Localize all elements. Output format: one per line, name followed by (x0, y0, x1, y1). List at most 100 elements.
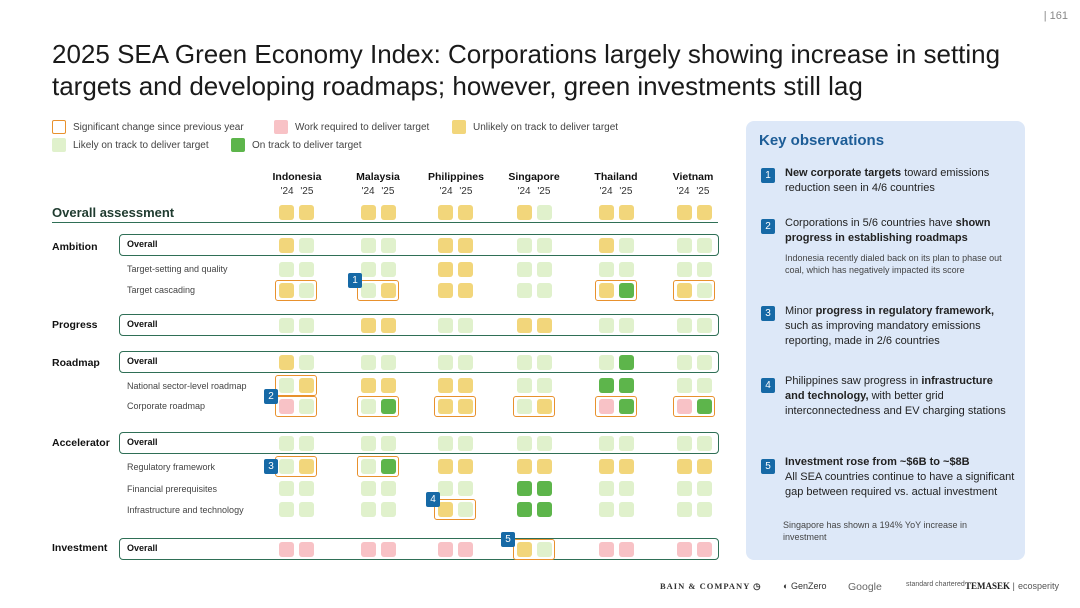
status-cell (361, 502, 376, 517)
status-cell (517, 238, 532, 253)
status-cell (697, 502, 712, 517)
status-cell (279, 355, 294, 370)
temasek-logo: TEMASEK | ecosperity (965, 581, 1060, 591)
status-cell (279, 238, 294, 253)
significant-change-highlight (434, 396, 476, 417)
status-cell (697, 238, 712, 253)
status-cell (279, 481, 294, 496)
status-cell (381, 205, 396, 220)
status-cell (537, 262, 552, 277)
status-cell (619, 436, 634, 451)
status-cell (517, 459, 532, 474)
status-cell (537, 238, 552, 253)
status-cell (361, 318, 376, 333)
status-cell (619, 459, 634, 474)
significant-change-highlight (357, 456, 399, 477)
observation-badge-1: 1 (761, 168, 775, 183)
status-cell (458, 502, 473, 517)
status-cell (517, 399, 532, 414)
status-cell (697, 283, 712, 298)
status-cell (517, 262, 532, 277)
legend-swatch-unlikely (452, 120, 466, 134)
observation-badge-4: 4 (761, 378, 775, 393)
callout-badge-2: 2 (264, 389, 278, 404)
status-cell (677, 436, 692, 451)
status-cell (299, 318, 314, 333)
status-cell (279, 378, 294, 393)
status-cell (361, 436, 376, 451)
status-cell (438, 436, 453, 451)
status-cell (299, 459, 314, 474)
page-number: | 161 (1043, 10, 1068, 22)
status-cell (677, 318, 692, 333)
category-roadmap: Roadmap (52, 357, 100, 369)
status-cell (517, 502, 532, 517)
status-cell (677, 542, 692, 557)
country-header-thailand: Thailand '24 '25 (576, 171, 656, 197)
sub-row-target-cascading: Target cascading (127, 285, 196, 295)
status-cell (537, 399, 552, 414)
status-cell (697, 459, 712, 474)
country-name: Vietnam (672, 171, 714, 183)
significant-change-highlight (513, 396, 555, 417)
status-cell (619, 542, 634, 557)
status-cell (381, 502, 396, 517)
status-cell (677, 205, 692, 220)
year-labels: '24 '25 (280, 186, 314, 197)
status-cell (619, 318, 634, 333)
status-cell (599, 502, 614, 517)
legend-label: Work required to deliver target (295, 121, 430, 133)
status-cell (619, 399, 634, 414)
status-cell (599, 205, 614, 220)
status-cell (619, 238, 634, 253)
country-header-philippines: Philippines '24 '25 (416, 171, 496, 197)
status-cell (677, 502, 692, 517)
sub-row-financial: Financial prerequisites (127, 484, 218, 494)
legend-unlikely: Unlikely on track to deliver target (452, 119, 618, 135)
status-cell (599, 436, 614, 451)
status-cell (299, 542, 314, 557)
status-cell (299, 205, 314, 220)
status-cell (279, 283, 294, 298)
category-investment: Investment (52, 542, 108, 554)
year-labels: '24 '25 (439, 186, 473, 197)
legend-label: Likely on track to deliver target (73, 139, 209, 151)
status-cell (458, 205, 473, 220)
status-cell (517, 542, 532, 557)
observation-1: New corporate targets toward emissions r… (785, 167, 990, 194)
status-cell (517, 436, 532, 451)
status-cell (438, 262, 453, 277)
status-cell (697, 318, 712, 333)
status-cell (381, 399, 396, 414)
legend-label: Unlikely on track to deliver target (473, 121, 619, 133)
status-cell (599, 262, 614, 277)
status-cell (599, 542, 614, 557)
observation-badge-2: 2 (761, 219, 775, 234)
status-cell (517, 318, 532, 333)
status-cell (619, 262, 634, 277)
status-cell (361, 378, 376, 393)
status-cell (381, 542, 396, 557)
status-cell (361, 355, 376, 370)
status-cell (619, 355, 634, 370)
status-cell (438, 378, 453, 393)
status-cell (677, 459, 692, 474)
year-labels: '24 '25 (361, 186, 395, 197)
status-cell (361, 262, 376, 277)
overall-row-progress: Overall (119, 314, 719, 336)
country-header-singapore: Singapore '24 '25 (494, 171, 574, 197)
status-cell (697, 355, 712, 370)
country-header-indonesia: Indonesia '24 '25 (257, 171, 337, 197)
significant-change-highlight (275, 375, 317, 396)
legend-on-track: On track to deliver target (231, 137, 362, 153)
significant-change-highlight (513, 539, 555, 560)
status-cell (361, 283, 376, 298)
status-cell (299, 399, 314, 414)
status-cell (537, 283, 552, 298)
status-cell (361, 238, 376, 253)
callout-badge-5: 5 (501, 532, 515, 547)
status-cell (381, 436, 396, 451)
status-cell (537, 459, 552, 474)
status-cell (537, 481, 552, 496)
observation-badge-3: 3 (761, 306, 775, 321)
